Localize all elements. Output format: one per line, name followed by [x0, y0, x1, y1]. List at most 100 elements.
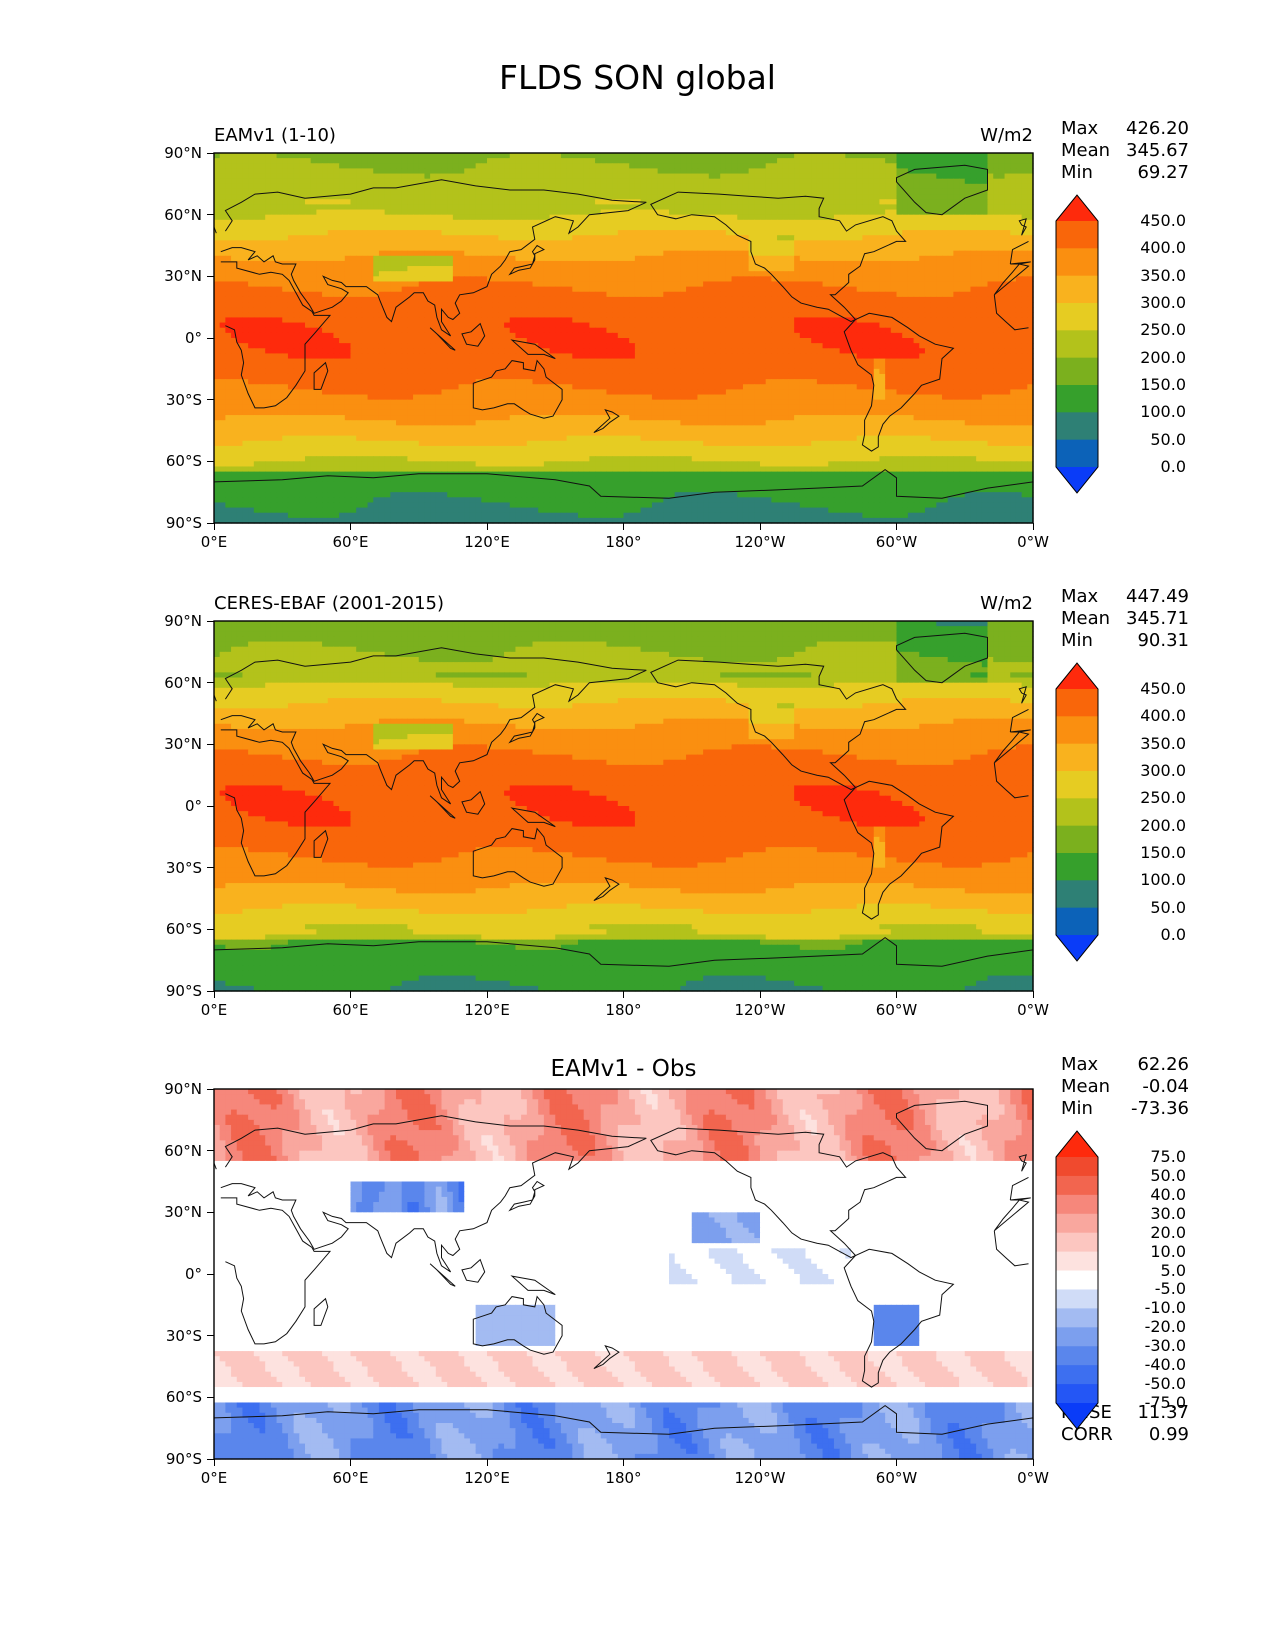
x-tick-mark: [896, 991, 897, 998]
colorbar-swatch: [1056, 798, 1098, 827]
colorbar-tick-label: 75.0: [1150, 1147, 1186, 1166]
x-tick-mark: [350, 523, 351, 530]
coastline-greenland: [896, 1100, 988, 1152]
coastline-sumatra: [429, 795, 456, 819]
panel-units-label: W/m2: [980, 593, 1033, 614]
coastline-nz: [593, 1345, 620, 1370]
stat-mean-value: 345.67: [1126, 140, 1189, 161]
stat-mean-value: 345.71: [1126, 608, 1189, 629]
y-tick-label: 30°S: [166, 859, 202, 877]
colorbar-obs: [1055, 662, 1099, 962]
y-tick-mark: [207, 1396, 214, 1398]
coastline-australia: [472, 1295, 563, 1355]
colorbar-swatch: [1056, 689, 1098, 717]
coastline-borneo: [461, 790, 486, 815]
colorbar-tick-label: 350.0: [1140, 734, 1186, 753]
x-tick-mark: [896, 523, 897, 530]
y-tick-label: 30°N: [164, 267, 202, 285]
stat-min-label: Min: [1061, 630, 1093, 651]
colorbar-swatch: [1056, 1308, 1098, 1328]
x-tick-label: 0°W: [833, 1001, 1233, 1019]
stat-mean-label: Mean: [1061, 1076, 1110, 1097]
x-tick-label: 180°: [424, 1469, 824, 1487]
colorbar-tick-label: 100.0: [1140, 870, 1186, 889]
coastline-borneo: [461, 1258, 486, 1283]
stat-min-value: 90.31: [1137, 630, 1189, 651]
x-tick-label: 120°E: [287, 1001, 687, 1019]
colorbar-extend-max: [1056, 195, 1098, 221]
coastline-japan: [508, 1180, 545, 1212]
colorbar-tick-label: -30.0: [1145, 1336, 1186, 1355]
colorbar-outline: [1055, 1130, 1099, 1430]
x-tick-label: 180°: [424, 533, 824, 551]
y-tick-mark: [207, 522, 214, 524]
stat-corr-label: CORR: [1061, 1424, 1113, 1445]
y-tick-label: 90°S: [166, 514, 202, 532]
y-tick-label: 60°S: [166, 452, 202, 470]
y-tick-label: 60°N: [164, 674, 202, 692]
coastline-samerica: [843, 312, 955, 452]
x-tick-mark: [486, 523, 488, 530]
x-tick-label: 120°E: [287, 1469, 687, 1487]
colorbar-tick-label: 250.0: [1140, 320, 1186, 339]
x-tick-label: 180°: [424, 1001, 824, 1019]
coastline-eurasia: [220, 1115, 1031, 1273]
map-panel-diff: [213, 1088, 1034, 1460]
x-tick-label: 60°E: [151, 1001, 551, 1019]
y-tick-mark: [207, 214, 214, 216]
x-tick-label: 120°W: [560, 1469, 960, 1487]
panel-center-title: EAMv1 - Obs: [424, 1056, 824, 1082]
coastline-namerica: [650, 191, 907, 323]
coastline-nz: [593, 877, 620, 902]
y-tick-label: 30°N: [164, 1203, 202, 1221]
x-tick-mark: [623, 991, 624, 998]
x-tick-label: 0°E: [14, 533, 414, 551]
colorbar-tick-label: 20.0: [1150, 1223, 1186, 1242]
figure-title: FLDS SON global: [0, 58, 1275, 97]
colorbar-tick-label: -50.0: [1145, 1374, 1186, 1393]
coastline-newguinea: [510, 1275, 556, 1296]
colorbar-outline: [1055, 194, 1099, 494]
colorbar-swatch: [1056, 743, 1098, 772]
colorbar-swatch: [1056, 275, 1098, 304]
x-tick-mark: [213, 523, 215, 530]
y-tick-label: 90°N: [164, 144, 202, 162]
colorbar-swatch: [1056, 853, 1098, 881]
y-tick-mark: [207, 337, 214, 339]
colorbar-swatch: [1056, 357, 1098, 386]
y-tick-mark: [207, 1335, 214, 1337]
colorbar-tick-label: 250.0: [1140, 788, 1186, 807]
colorbar-swatch: [1056, 1213, 1098, 1234]
colorbar-tick-label: 50.0: [1150, 430, 1186, 449]
colorbar-tick-label: 50.0: [1150, 898, 1186, 917]
colorbar-swatch: [1056, 303, 1098, 331]
coastline-eurasia: [220, 647, 1031, 805]
y-tick-label: 0°: [185, 329, 202, 347]
coastline-samerica: [843, 1248, 955, 1388]
colorbar-swatch: [1056, 248, 1098, 277]
map-field: [214, 1089, 1034, 1460]
colorbar-swatch: [1056, 1194, 1098, 1215]
y-tick-mark: [207, 1458, 214, 1460]
y-tick-label: 30°S: [166, 391, 202, 409]
colorbar-tick-label: 300.0: [1140, 293, 1186, 312]
stat-corr-value: 0.99: [1149, 1424, 1189, 1445]
coastline-borneo: [461, 322, 486, 347]
colorbar-swatch: [1056, 385, 1098, 413]
colorbar-tick-label: -10.0: [1145, 1298, 1186, 1317]
stat-max-value: 426.20: [1126, 118, 1189, 139]
x-tick-label: 0°W: [833, 1469, 1233, 1487]
colorbar-tick-label: 200.0: [1140, 348, 1186, 367]
coastline-newguinea: [510, 807, 556, 828]
colorbar-tick-label: 5.0: [1161, 1261, 1186, 1280]
y-tick-label: 60°N: [164, 206, 202, 224]
y-tick-mark: [207, 1273, 214, 1275]
x-tick-mark: [759, 1459, 761, 1466]
x-tick-mark: [350, 1459, 351, 1466]
x-tick-label: 60°W: [697, 533, 1097, 551]
coastline-australia: [472, 827, 563, 887]
coastline-nz: [593, 409, 620, 434]
y-tick-label: 0°: [185, 1265, 202, 1283]
x-tick-mark: [1032, 991, 1034, 998]
